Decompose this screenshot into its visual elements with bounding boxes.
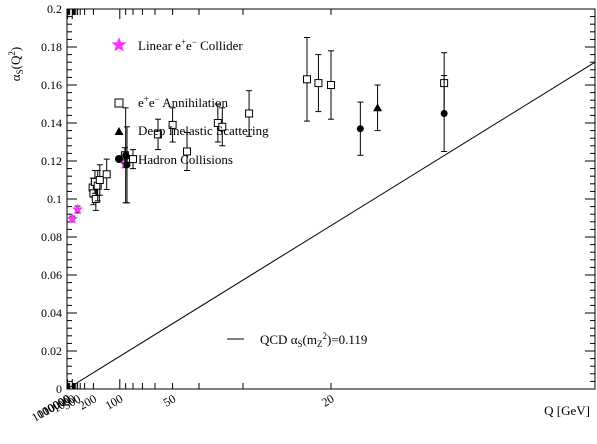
annihilation-point — [168, 120, 177, 129]
y-tick-label: 0.06 — [41, 268, 62, 282]
hadron-collision-point — [440, 110, 448, 117]
y-axis-label: αS(Q2) — [7, 47, 25, 81]
y-tick-label: 0.1 — [47, 192, 62, 206]
legend-linear-collider: Linear e+e− Collider — [138, 37, 243, 53]
hadron-collision-point — [122, 151, 130, 159]
legend-annihilation: e+e− Annihilation — [138, 94, 228, 110]
y-tick-label: 0.18 — [41, 40, 62, 54]
annihilation-point — [218, 122, 227, 131]
x-axis-label: Q [GeV] — [544, 403, 590, 418]
y-tick-label: 0.16 — [41, 78, 62, 92]
annihilation-point — [129, 155, 137, 164]
y-tick-label: 0.2 — [47, 2, 62, 16]
annihilation-point — [245, 109, 254, 118]
y-tick-label: 0.12 — [41, 154, 62, 168]
hadron-collision-point — [356, 125, 364, 133]
x-tick-label: 200 — [76, 391, 99, 412]
annihilation-point — [154, 130, 163, 139]
y-tick-label: 0.02 — [41, 344, 62, 358]
y-tick-label: 0.04 — [41, 306, 62, 320]
legend-hadron: Hadron Collisions — [138, 152, 233, 167]
hadron-collision-point — [123, 161, 131, 169]
annihilation-point — [314, 79, 323, 88]
legend-circle-marker — [115, 155, 123, 163]
annihilation-point — [91, 195, 100, 203]
y-tick-label: 0.08 — [41, 230, 62, 244]
linear-collider-point — [71, 203, 84, 215]
dis-point — [373, 103, 383, 112]
legend-qcd: QCD αS(mZ2)=0.119 — [260, 331, 367, 349]
legend-dis: Deep Inelastic Scattering — [138, 123, 269, 138]
legend-open-square-marker — [114, 98, 124, 108]
linear-collider-point — [66, 212, 78, 224]
y-tick-label: 0.14 — [41, 116, 62, 130]
qcd-fit-line — [66, 61, 596, 390]
x-tick-label: 20 — [319, 391, 336, 409]
annihilation-point — [303, 75, 311, 84]
x-tick-label: 50 — [161, 391, 178, 409]
legend-triangle-marker — [114, 127, 124, 135]
annihilation-point — [327, 81, 335, 89]
annihilation-point — [183, 147, 191, 156]
x-tick-label: 100 — [103, 391, 126, 412]
annihilation-point — [102, 170, 111, 179]
legend-star-marker — [111, 37, 127, 52]
annihilation-point — [95, 176, 104, 184]
y-tick-label: 0 — [56, 382, 62, 396]
legend: Linear e+e− Collider e+e− Annihilation D… — [111, 37, 367, 349]
legend-star-icon — [111, 37, 127, 52]
